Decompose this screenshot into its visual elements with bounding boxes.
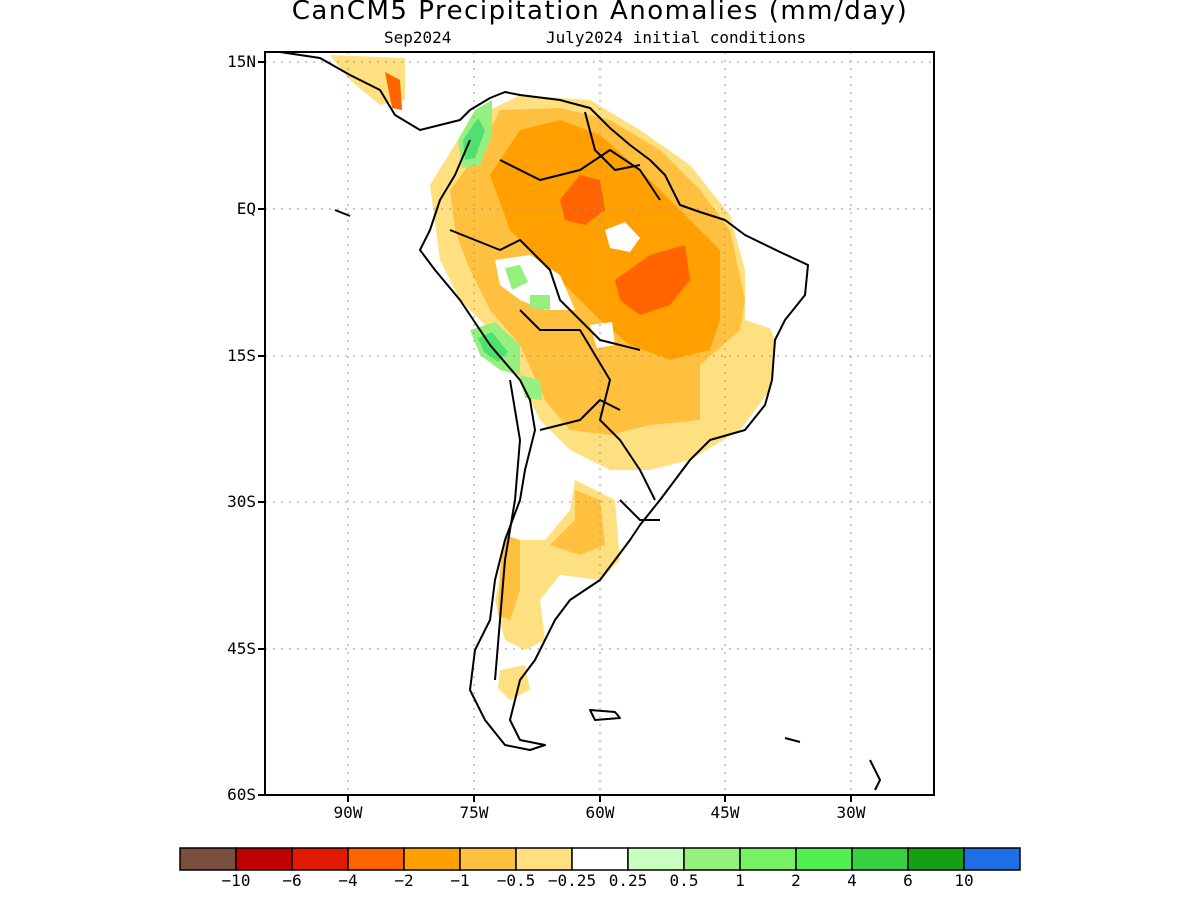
lat-tick-60s: 60S — [227, 785, 256, 804]
lat-tick-45s: 45S — [227, 639, 256, 658]
colorbar-swatch — [459, 847, 517, 871]
colorbar-swatch — [627, 847, 685, 871]
colorbar-swatch — [347, 847, 405, 871]
colorbar-label: 0.25 — [608, 871, 648, 890]
colorbar-swatch — [963, 847, 1021, 871]
colorbar-swatch — [683, 847, 741, 871]
lat-tick-eq: EQ — [236, 199, 256, 218]
anomaly-strong-dry-region — [385, 72, 402, 110]
country-borders — [519, 309, 656, 501]
colorbar-label: −10 — [221, 871, 251, 890]
lat-tick-15s: 15S — [227, 346, 256, 365]
country-borders — [449, 229, 641, 351]
colorbar-label: 1 — [735, 871, 745, 890]
colorbar-label: 6 — [903, 871, 913, 890]
colorbar-swatch — [907, 847, 965, 871]
anomaly-neutral-region — [745, 240, 805, 330]
colorbar-label: 2 — [791, 871, 801, 890]
colorbar — [179, 847, 1021, 871]
anomaly-wet-region — [463, 118, 485, 160]
anomaly-light-dry-region — [498, 535, 520, 620]
colorbar-swatch — [571, 847, 629, 871]
anomaly-wet-region — [505, 265, 528, 290]
country-borders — [584, 111, 641, 171]
colorbar-label: −0.25 — [547, 871, 597, 890]
anomaly-weak-dry-region — [498, 665, 530, 700]
lon-tick-75w: 75W — [459, 803, 489, 822]
colorbar-label: 0.5 — [669, 871, 699, 890]
country-borders — [499, 149, 661, 201]
colorbar-swatch — [851, 847, 909, 871]
colorbar-swatch — [795, 847, 853, 871]
init-conditions-label: July2024 initial conditions — [546, 28, 807, 47]
anomaly-wet-region — [530, 295, 550, 310]
lon-tick-60w: 60W — [585, 803, 615, 822]
lon-tick-45w: 45W — [710, 803, 740, 822]
anomaly-wet-region — [520, 375, 542, 400]
colorbar-label: −2 — [394, 871, 414, 890]
colorbar-label: 4 — [847, 871, 857, 890]
colorbar-swatch — [291, 847, 349, 871]
lon-tick-90w: 90W — [333, 803, 363, 822]
axis-ticks — [258, 61, 852, 802]
anomaly-neutral-region — [605, 222, 640, 252]
coastline-outline — [279, 52, 881, 791]
country-borders — [494, 379, 521, 681]
lat-tick-30s: 30S — [227, 492, 256, 511]
colorbar-label: −4 — [338, 871, 358, 890]
anomaly-strong-dry-region — [615, 245, 690, 315]
colorbar-swatch — [515, 847, 573, 871]
colorbar-swatch — [179, 847, 237, 871]
anomaly-light-dry-region — [550, 490, 605, 555]
valid-month-label: Sep2024 — [384, 28, 452, 47]
colorbar-label: 10 — [954, 871, 974, 890]
colorbar-swatch — [739, 847, 797, 871]
lon-tick-30w: 30W — [836, 803, 866, 822]
country-borders — [539, 399, 621, 431]
country-borders — [619, 499, 660, 521]
map-title: CanCM5 Precipitation Anomalies (mm/day) — [291, 0, 909, 26]
colorbar-label: −6 — [282, 871, 302, 890]
colorbar-swatch — [235, 847, 293, 871]
colorbar-label: −0.5 — [496, 871, 536, 890]
anomaly-strong-dry-region — [560, 175, 605, 225]
anomaly-field — [330, 55, 805, 700]
colorbar-label: −1 — [450, 871, 470, 890]
lat-tick-15n: 15N — [227, 52, 256, 71]
anomaly-weak-dry-region — [330, 55, 405, 105]
colorbar-swatch — [403, 847, 461, 871]
